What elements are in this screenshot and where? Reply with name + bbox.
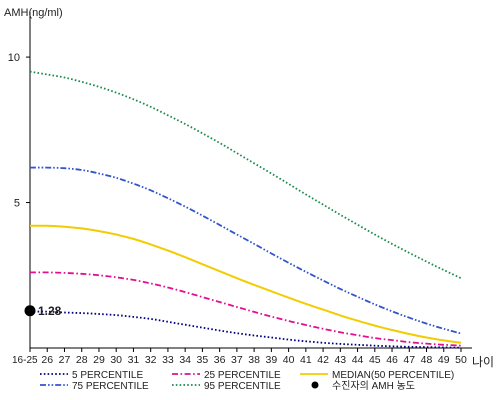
legend-label-2: 25 PERCENTILE	[204, 370, 281, 381]
series-line-4	[29, 166, 462, 335]
legend-label-1: 5 PERCENTILE	[72, 370, 143, 381]
legend-marker-label: 수진자의 AMH 농도	[332, 380, 415, 392]
x-tick-label: 44	[352, 354, 364, 366]
x-tick-label: 34	[179, 354, 191, 366]
series-line-2	[29, 271, 462, 347]
x-tick-label: 29	[93, 354, 105, 366]
x-tick-label: 28	[76, 354, 88, 366]
series-line-3	[29, 224, 462, 344]
x-tick-label: 42	[317, 354, 329, 366]
x-tick-label: 45	[369, 354, 381, 366]
x-tick-label: 50	[455, 354, 467, 366]
amh-marker-label: 1.28	[38, 304, 62, 318]
x-tick-label: 43	[334, 354, 346, 366]
y-tick-label: 10	[8, 52, 20, 64]
x-tick-label: 38	[248, 354, 260, 366]
x-tick-label: 49	[438, 354, 450, 366]
x-tick-label: 40	[283, 354, 295, 366]
x-tick-label: 48	[421, 354, 433, 366]
x-tick-label: 47	[403, 354, 415, 366]
x-tick-label: 37	[231, 354, 243, 366]
x-tick-label: 31	[128, 354, 140, 366]
x-tick-label: 46	[386, 354, 398, 366]
x-axis-label: 나이	[472, 355, 494, 369]
series-line-1	[29, 310, 462, 349]
y-tick-label: 5	[14, 198, 20, 210]
legend-label-4: 75 PERCENTILE	[72, 381, 149, 392]
x-tick-label: 36	[214, 354, 226, 366]
marker-layer: 1.28	[24, 304, 62, 318]
x-tick-label: 41	[300, 354, 312, 366]
x-tick-label: 16-25	[12, 355, 38, 366]
y-axis-label: AMH(ng/ml)	[4, 7, 63, 19]
series-line-5	[29, 70, 462, 280]
x-tick-label: 30	[110, 354, 122, 366]
x-tick-label: 32	[145, 354, 157, 366]
legend-label-3: MEDIAN(50 PERCENTILE)	[332, 370, 454, 381]
x-tick-label: 27	[59, 354, 71, 366]
x-tick-label: 39	[266, 354, 278, 366]
legend-marker-swatch	[311, 381, 319, 389]
x-tick-label: 35	[197, 354, 209, 366]
series-layer	[29, 70, 462, 349]
x-tick-label: 33	[162, 354, 174, 366]
axes: AMH(ng/ml) 나이 5 10 16-25 26 27 28 29 30 31 32 33 34 35…	[4, 7, 494, 369]
legend: 5 PERCENTILE 25 PERCENTILE MEDIAN(50 PERCE…	[40, 370, 454, 392]
amh-marker-point	[24, 305, 36, 317]
x-tick-label: 26	[41, 354, 53, 366]
legend-label-5: 95 PERCENTILE	[204, 381, 281, 392]
